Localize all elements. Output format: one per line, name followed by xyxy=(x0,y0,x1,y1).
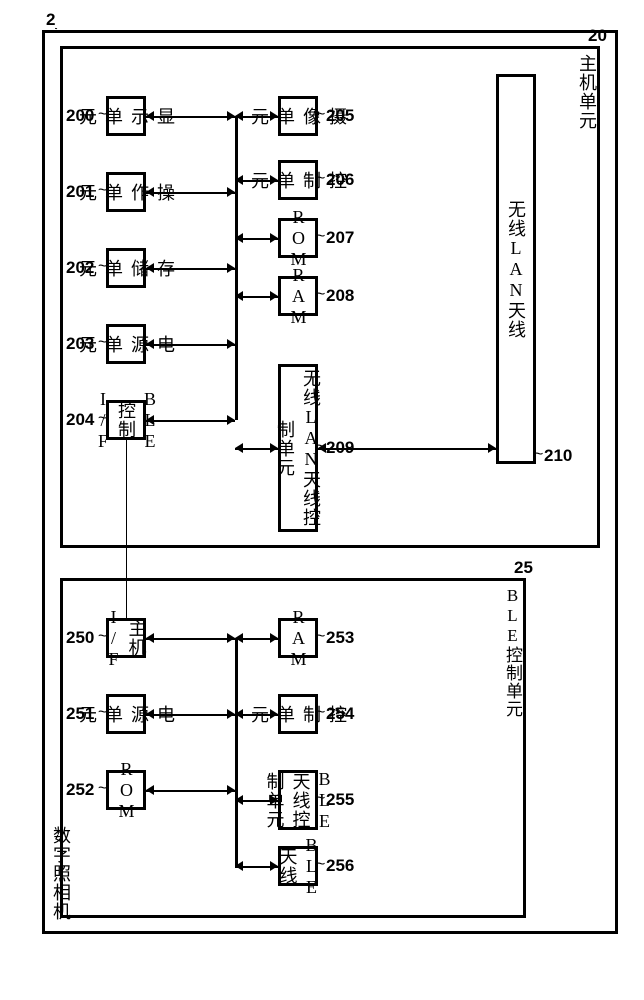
block-256: BLE天线 xyxy=(278,846,318,886)
block-202: 存储单元 xyxy=(106,248,146,288)
host-title: 主机单元 xyxy=(574,54,600,130)
ble-title: BLE控制单元 xyxy=(500,586,525,718)
block-250: 主机I/F xyxy=(106,618,146,658)
host-bus xyxy=(235,116,238,420)
block-207: ROM xyxy=(278,218,318,258)
block-255: BLE天线控制单元 xyxy=(278,770,318,830)
block-label: RAM xyxy=(288,607,309,670)
block-200: 显示单元 xyxy=(106,96,146,136)
link-204-250 xyxy=(126,440,127,618)
block-251: 电源单元 xyxy=(106,694,146,734)
ble-bus xyxy=(235,638,238,866)
block-label: BLE天线 xyxy=(275,835,322,898)
block-203: 电源单元 xyxy=(106,324,146,364)
block-label: ROM xyxy=(116,759,137,822)
block-209: 无线LAN天线控制单元 xyxy=(278,364,318,532)
block-253: RAM xyxy=(278,618,318,658)
block-label: ROM xyxy=(288,207,309,270)
block-206: 控制单元 xyxy=(278,160,318,200)
block-205: 摄像单元 xyxy=(278,96,318,136)
block-210: 无线LAN天线 xyxy=(496,74,536,464)
antenna-label: 无线LAN天线 xyxy=(503,200,529,339)
block-252: ROM xyxy=(106,770,146,810)
block-204: BLE控制I/F xyxy=(106,400,146,440)
block-label: RAM xyxy=(288,265,309,328)
block-254: 控制单元 xyxy=(278,694,318,734)
block-201: 操作单元 xyxy=(106,172,146,212)
block-208: RAM xyxy=(278,276,318,316)
